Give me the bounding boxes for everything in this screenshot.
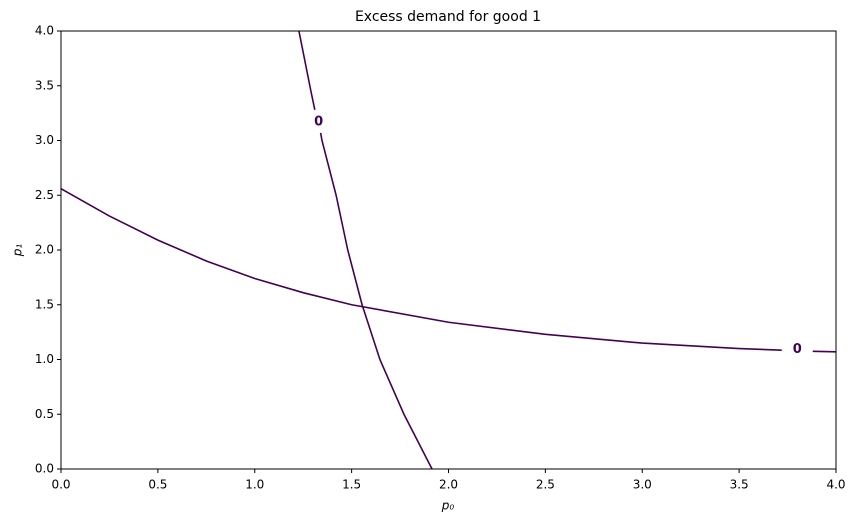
x-tick-label: 2.5	[536, 478, 555, 492]
y-tick-label: 2.5	[35, 188, 54, 202]
contour-line	[61, 187, 836, 353]
y-axis-label: p₁	[11, 244, 25, 258]
x-tick-label: 3.5	[730, 478, 749, 492]
y-tick-label: 0.5	[35, 407, 54, 421]
y-tick-label: 2.0	[35, 243, 54, 257]
contour-label: 0	[793, 342, 802, 357]
y-tick-label: 3.5	[35, 78, 54, 92]
x-tick-label: 0.0	[51, 478, 70, 492]
contour-line	[298, 31, 433, 469]
contour-label: 0	[314, 114, 323, 129]
x-tick-label: 1.5	[342, 478, 361, 492]
y-tick-label: 3.0	[35, 133, 54, 147]
axes-frame	[60, 30, 837, 470]
x-tick-label: 2.0	[439, 478, 458, 492]
y-tick-label: 4.0	[35, 24, 54, 38]
x-tick-label: 1.0	[245, 478, 264, 492]
y-tick-label: 1.0	[35, 352, 54, 366]
y-tick-label: 0.0	[35, 462, 54, 476]
x-tick-label: 4.0	[826, 478, 845, 492]
x-axis-label: p₀	[441, 499, 455, 513]
x-tick-label: 0.5	[148, 478, 167, 492]
x-tick-label: 3.0	[633, 478, 652, 492]
plot-area: 00	[61, 31, 836, 469]
y-tick-label: 1.5	[35, 297, 54, 311]
chart-title: Excess demand for good 1	[355, 9, 541, 25]
